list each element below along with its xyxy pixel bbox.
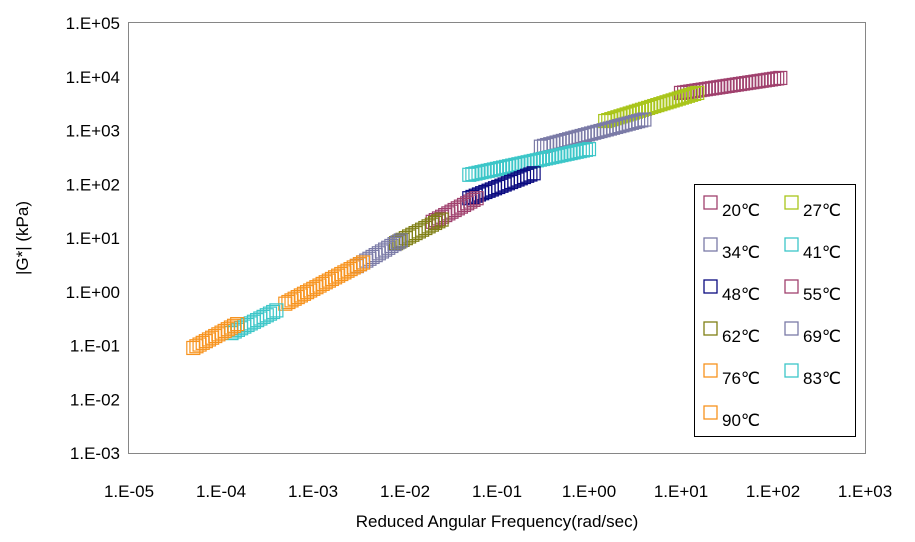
data-point [390, 235, 405, 250]
data-point [523, 167, 538, 182]
legend-marker [703, 237, 718, 252]
data-marks [186, 70, 788, 356]
x-tick-labels: 1.E-05 1.E-04 1.E-03 1.E-02 1.E-01 1.E+00 1.E+… [104, 482, 892, 501]
data-point [581, 142, 597, 157]
legend-label: 69℃ [803, 327, 841, 346]
legend-marker [784, 237, 799, 252]
legend-marker [703, 363, 718, 378]
data-point [266, 304, 281, 320]
series-markers [388, 212, 449, 251]
x-tick-label: 1.E+01 [654, 482, 708, 501]
data-point [578, 142, 594, 157]
legend-label: 76℃ [722, 369, 760, 388]
legend-item: 27℃ [784, 195, 841, 220]
data-point [269, 303, 284, 318]
legend-label: 55℃ [803, 285, 841, 304]
data-point [466, 192, 481, 207]
legend-marker [784, 279, 799, 294]
x-tick-label: 1.E-04 [196, 482, 246, 501]
y-tick-label: 1.E+00 [66, 283, 120, 302]
data-point [526, 166, 541, 181]
legend-item: 20℃ [703, 195, 760, 220]
data-point [687, 86, 702, 101]
y-axis-label: |G*| (kPa) [13, 201, 32, 275]
y-tick-label: 1.E+02 [66, 175, 120, 194]
legend-item: 62℃ [703, 321, 760, 346]
legend-label: 34℃ [722, 243, 760, 262]
data-point [355, 255, 371, 270]
legend-item: 69℃ [784, 321, 841, 346]
y-tick-label: 1.E+03 [66, 122, 120, 141]
data-point [226, 318, 242, 333]
data-point [634, 113, 649, 128]
legend-label: 90℃ [722, 411, 760, 430]
legend-item: 76℃ [703, 363, 760, 388]
legend-label: 62℃ [722, 327, 760, 346]
legend-label: 41℃ [803, 243, 841, 262]
y-tick-label: 1.E-01 [70, 337, 120, 356]
data-point [434, 212, 449, 227]
x-tick-label: 1.E-05 [104, 482, 154, 501]
x-tick-label: 1.E+03 [838, 482, 892, 501]
legend-label: 20℃ [722, 201, 760, 220]
legend: 20℃ 27℃ 34℃ 41℃ 48℃ 55℃ 62℃ 69℃ 76℃ 83℃ 90℃ [694, 184, 856, 437]
data-point [690, 85, 705, 101]
x-tick-label: 1.E+02 [746, 482, 800, 501]
y-tick-label: 1.E+05 [66, 14, 120, 33]
y-tick-label: 1.E+04 [66, 68, 120, 87]
legend-label: 83℃ [803, 369, 841, 388]
data-point [352, 257, 368, 272]
x-tick-label: 1.E-01 [472, 482, 522, 501]
y-tick-label: 1.E-03 [70, 444, 120, 463]
data-point [773, 70, 788, 86]
legend-marker [703, 195, 718, 210]
legend-marker [703, 405, 718, 420]
legend-item: 48℃ [703, 279, 760, 304]
data-point [230, 317, 245, 332]
legend-marker [703, 279, 718, 294]
x-tick-label: 1.E+00 [562, 482, 616, 501]
legend-marker [703, 321, 718, 336]
data-point [393, 233, 408, 248]
legend-marker [784, 321, 799, 336]
x-axis-label: Reduced Angular Frequency(rad/sec) [356, 512, 639, 531]
x-tick-label: 1.E-02 [380, 482, 430, 501]
legend-marker [784, 195, 799, 210]
series-markers [278, 255, 371, 311]
data-point [431, 214, 446, 229]
legend-box [694, 184, 856, 437]
y-tick-label: 1.E+01 [66, 229, 120, 248]
data-point [637, 112, 652, 127]
series-markers [186, 317, 245, 356]
y-tick-labels: 1.E-03 1.E-02 1.E-01 1.E+00 1.E+01 1.E+02 1.E+… [66, 14, 120, 463]
data-point [469, 191, 484, 206]
legend-label: 27℃ [803, 201, 841, 220]
legend-marker [784, 363, 799, 378]
y-tick-label: 1.E-02 [70, 390, 120, 409]
legend-item: 34℃ [703, 237, 760, 262]
x-tick-label: 1.E-03 [288, 482, 338, 501]
legend-item: 90℃ [703, 405, 760, 430]
legend-item: 83℃ [784, 363, 841, 388]
legend-label: 48℃ [722, 285, 760, 304]
legend-item: 55℃ [784, 279, 841, 304]
legend-item: 41℃ [784, 237, 841, 262]
